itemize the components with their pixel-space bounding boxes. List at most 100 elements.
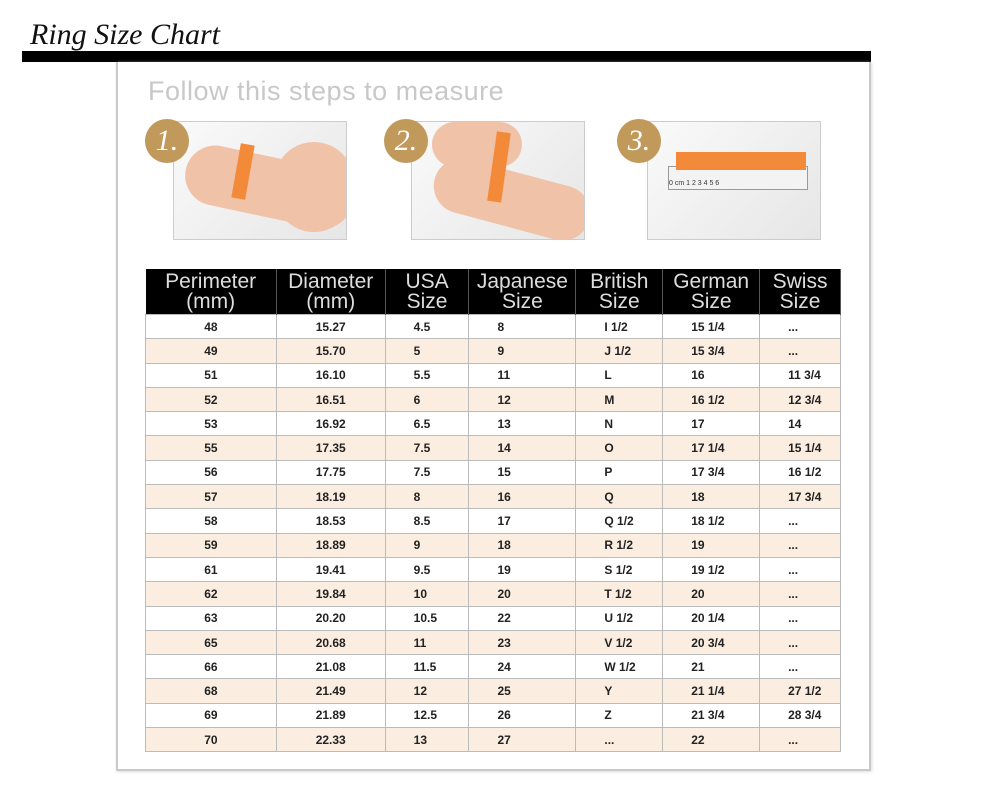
table-row: 58 18.53 8.5 17 Q 1/2 18 1/2...	[145, 508, 841, 534]
table-cell: 5.5	[384, 362, 470, 388]
table-row: 51 16.10 5.5 11 L 16 11 3/4	[145, 362, 841, 388]
table-cell: 21.49	[275, 678, 386, 704]
table-cell: T 1/2	[575, 581, 664, 607]
table-cell: 11	[468, 362, 577, 388]
table-cell: ...	[759, 532, 841, 558]
table-cell: N	[575, 411, 664, 437]
table-cell: 12.5	[384, 702, 470, 729]
table-cell: 11.5	[384, 654, 470, 680]
table-cell: 70	[145, 727, 277, 753]
table-cell: O	[575, 435, 664, 461]
step-1-badge: 1.	[145, 119, 189, 163]
column-header-line: Perimeter	[165, 269, 257, 293]
table-cell: 27 1/2	[759, 678, 841, 704]
table-row: 62 19.84 10 20 T 1/2 20...	[145, 581, 841, 607]
column-header: USA Size	[385, 269, 470, 315]
table-cell: 10	[384, 581, 470, 607]
table-cell: V 1/2	[575, 629, 664, 656]
step-3-photo: 0 cm 1 2 3 4 5 6	[647, 121, 821, 240]
table-cell: 16.92	[275, 411, 386, 437]
table-cell: ...	[759, 654, 841, 680]
table-cell: 14	[468, 435, 577, 461]
table-cell: ...	[759, 727, 841, 753]
column-header-line: Size	[690, 289, 732, 313]
table-cell: ...	[759, 556, 841, 583]
table-row: 68 21.49 12 25 Y 21 1/4 27 1/2	[145, 678, 841, 704]
table-cell: Q 1/2	[575, 508, 664, 534]
table-cell: 8	[384, 484, 470, 510]
table-cell: ...	[759, 581, 841, 607]
table-cell: 52	[145, 386, 277, 413]
column-header-line: Size	[598, 289, 640, 313]
column-header-line: Size	[406, 289, 448, 313]
table-cell: ...	[759, 313, 841, 340]
step-1-photo	[173, 121, 347, 240]
table-cell: 8	[468, 313, 577, 340]
table-cell: 15 1/4	[759, 435, 841, 461]
column-header: Diameter (mm)	[276, 269, 386, 315]
column-header: Swiss Size	[759, 269, 841, 315]
table-cell: 61	[145, 556, 277, 583]
table-cell: 22	[468, 605, 577, 631]
column-header-line: Swiss	[772, 269, 828, 293]
table-cell: 12	[468, 386, 577, 413]
table-cell: ...	[759, 629, 841, 656]
table-cell: 66	[145, 654, 277, 680]
table-cell: J 1/2	[575, 338, 664, 364]
column-header: Japanese Size	[468, 269, 577, 315]
ruler: 0 cm 1 2 3 4 5 6	[668, 166, 808, 190]
table-cell: 6	[384, 386, 470, 413]
table-cell: L	[575, 362, 664, 388]
table-cell: Y	[575, 678, 664, 704]
table-cell: 57	[145, 484, 277, 510]
table-cell: 16 1/2	[759, 459, 841, 486]
table-cell: 20	[468, 581, 577, 607]
table-cell: 5	[384, 338, 470, 364]
table-cell: R 1/2	[575, 532, 664, 558]
step-3-badge: 3.	[617, 119, 661, 163]
table-row: 55 17.35 7.5 14 O 17 1/4 15 1/4	[145, 435, 841, 461]
table-cell: 18	[468, 532, 577, 558]
table-cell: 8.5	[384, 508, 470, 534]
table-cell: 13	[384, 727, 470, 753]
table-cell: 7.5	[384, 435, 470, 461]
table-cell: 16.51	[275, 386, 386, 413]
column-header: German Size	[662, 269, 761, 315]
table-cell: 20.68	[275, 629, 386, 656]
table-cell: W 1/2	[575, 654, 664, 680]
table-cell: 56	[145, 459, 277, 486]
column-header-line: British	[590, 269, 649, 293]
column-header-line: USA	[405, 269, 449, 293]
column-header: Perimeter (mm)	[145, 269, 277, 315]
table-cell: Z	[575, 702, 664, 729]
table-cell: ...	[759, 508, 841, 534]
table-cell: ...	[759, 605, 841, 631]
table-row: 53 16.92 6.5 13 N 17 14	[145, 411, 841, 437]
instruction-heading: Follow this steps to measure	[148, 76, 505, 106]
chart-frame	[116, 62, 871, 771]
table-cell: 9	[468, 338, 577, 364]
column-header-line: (mm)	[306, 289, 356, 313]
step-2-badge: 2.	[384, 119, 428, 163]
table-cell: 17 3/4	[662, 459, 761, 486]
table-cell: 25	[468, 678, 577, 704]
table-cell: 6.5	[384, 411, 470, 437]
table-cell: 15 1/4	[662, 313, 761, 340]
table-cell: 49	[145, 338, 277, 364]
table-cell: 26	[468, 702, 577, 729]
table-cell: 11 3/4	[759, 362, 841, 388]
table-cell: ...	[759, 338, 841, 364]
table-cell: 59	[145, 532, 277, 558]
table-cell: 10.5	[384, 605, 470, 631]
table-cell: 48	[145, 313, 277, 340]
table-cell: 15	[468, 459, 577, 486]
table-cell: 21.08	[275, 654, 386, 680]
table-cell: 16	[662, 362, 761, 388]
table-cell: 9.5	[384, 556, 470, 583]
table-cell: 65	[145, 629, 277, 656]
table-cell: 22	[662, 727, 761, 753]
column-header-line: Size	[501, 289, 543, 313]
column-header-line: German	[673, 269, 750, 293]
table-cell: 20.20	[275, 605, 386, 631]
column-header-line: Diameter	[288, 269, 374, 293]
